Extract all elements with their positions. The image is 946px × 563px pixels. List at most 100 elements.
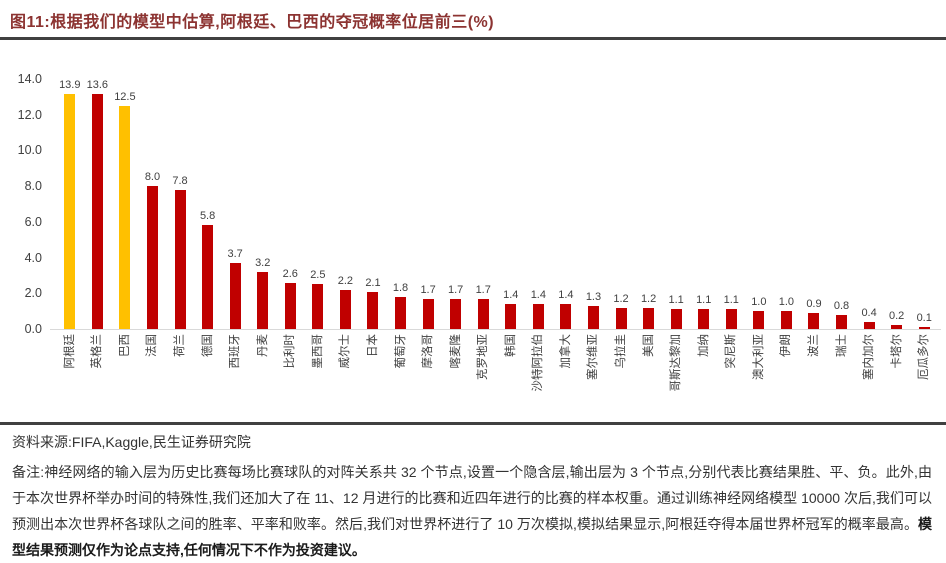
bar (312, 284, 324, 329)
x-axis-label-cell: 韩国 (497, 334, 525, 424)
bar-value-label: 13.6 (86, 79, 109, 91)
x-axis-label-cell: 加拿大 (552, 334, 580, 424)
x-axis-label-cell: 荷兰 (166, 334, 194, 424)
bar-column: 1.2 (635, 79, 663, 329)
x-axis-label-cell: 突尼斯 (718, 334, 746, 424)
bar-value-label: 2.6 (282, 267, 298, 280)
bar-value-label: 2.5 (310, 269, 326, 282)
bar-value-label: 1.1 (723, 294, 739, 307)
bar-column: 0.2 (883, 79, 911, 329)
bar (532, 304, 544, 329)
x-axis-team-label: 德国 (201, 334, 214, 357)
bar-value-label: 12.5 (114, 90, 136, 103)
x-axis-team-label: 澳大利亚 (752, 334, 765, 380)
bar (670, 309, 682, 329)
x-axis-team-label: 阿根廷 (63, 334, 76, 369)
x-axis-team-label: 葡萄牙 (394, 334, 407, 369)
bar-column: 1.7 (442, 79, 470, 329)
x-axis-team-label: 威尔士 (339, 334, 352, 369)
x-axis-label-cell: 日本 (359, 334, 387, 424)
x-axis-label-cell: 德国 (194, 334, 222, 424)
x-axis-label-cell: 厄瓜多尔 (910, 334, 938, 424)
bar-value-label: 1.1 (668, 294, 684, 307)
bar-column: 13.6 (84, 79, 112, 329)
x-axis-label-cell: 塞尔维亚 (580, 334, 608, 424)
bar-column: 13.9 (56, 79, 84, 329)
x-axis-label-cell: 塞内加尔 (855, 334, 883, 424)
x-axis-team-label: 法国 (146, 334, 159, 357)
x-axis-team-label: 沙特阿拉伯 (532, 334, 545, 392)
x-axis-label-cell: 墨西哥 (304, 334, 332, 424)
x-axis-label-cell: 比利时 (277, 334, 305, 424)
x-axis-team-label: 加纳 (697, 334, 710, 357)
x-axis-team-label: 英格兰 (91, 334, 104, 369)
bar-value-label: 1.1 (696, 294, 712, 307)
x-axis-team-label: 美国 (642, 334, 655, 357)
bar-value-label: 0.1 (916, 312, 932, 325)
bar-column: 1.1 (662, 79, 690, 329)
x-axis-team-label: 乌拉圭 (615, 334, 628, 369)
bar (284, 282, 296, 329)
bar (119, 105, 131, 329)
bar (615, 307, 627, 329)
bar-column: 2.2 (332, 79, 360, 329)
bar-column: 0.1 (910, 79, 938, 329)
note-normal-text: 备注:神经网络的输入层为历史比赛每场比赛球队的对阵关系共 32 个节点,设置一个… (12, 464, 932, 532)
bar (450, 298, 462, 329)
bar-column: 1.0 (745, 79, 773, 329)
x-axis-label-cell: 克罗地亚 (469, 334, 497, 424)
x-axis-team-label: 喀麦隆 (449, 334, 462, 369)
figure-title: 图11:根据我们的模型中估算,阿根廷、巴西的夺冠概率位居前三(%) (10, 14, 495, 31)
note-text: 备注:神经网络的输入层为历史比赛每场比赛球队的对阵关系共 32 个节点,设置一个… (12, 459, 932, 563)
x-axis-label-cell: 法国 (139, 334, 167, 424)
bar-column: 2.6 (277, 79, 305, 329)
bar (64, 94, 76, 329)
bar-column: 1.0 (773, 79, 801, 329)
bar (836, 314, 848, 329)
bar-value-label: 2.2 (337, 274, 354, 287)
x-axis-team-label: 克罗地亚 (477, 334, 490, 380)
bar-column: 1.1 (690, 79, 718, 329)
bar (229, 262, 241, 329)
bar (477, 298, 489, 329)
bar-value-label: 1.4 (530, 289, 546, 301)
bar-value-label: 0.4 (861, 306, 877, 319)
bar (587, 305, 599, 329)
x-axis-team-label: 厄瓜多尔 (918, 334, 931, 380)
source-text: 资料来源:FIFA,Kaggle,民生证券研究院 (12, 434, 251, 450)
x-axis-label-cell: 加纳 (690, 334, 718, 424)
x-axis-team-label: 巴西 (118, 334, 131, 357)
bar-column: 3.7 (221, 79, 249, 329)
bar (698, 309, 710, 329)
x-axis-team-label: 突尼斯 (725, 334, 738, 369)
x-axis-labels: 阿根廷 英格兰 巴西 法国 荷兰 德国 西班牙 丹麦 比利时 墨西哥 威尔士 日本 葡萄牙 摩洛哥 喀麦隆 克… (56, 334, 938, 424)
bar-column: 12.5 (111, 79, 139, 329)
bar-value-label: 1.3 (585, 290, 602, 303)
y-axis-tick-label: 4.0 (24, 250, 42, 265)
bar-value-label: 0.9 (806, 297, 822, 310)
x-axis-label-cell: 英格兰 (84, 334, 112, 424)
bar (202, 225, 214, 329)
y-axis-tick-label: 6.0 (24, 214, 42, 229)
bar (505, 304, 517, 329)
x-axis-label-cell: 西班牙 (221, 334, 249, 424)
x-axis-label-cell: 阿根廷 (56, 334, 84, 424)
bar-column: 0.8 (828, 79, 856, 329)
x-axis-team-label: 瑞士 (835, 334, 848, 357)
y-axis-tick-label: 10.0 (17, 143, 42, 158)
bar-column: 1.4 (525, 79, 553, 329)
x-axis-team-label: 丹麦 (256, 334, 269, 357)
x-axis-team-label: 摩洛哥 (422, 334, 435, 369)
bar-column: 1.7 (414, 79, 442, 329)
x-axis-label-cell: 澳大利亚 (745, 334, 773, 424)
bar-column: 8.0 (139, 79, 167, 329)
x-axis-label-cell: 丹麦 (249, 334, 277, 424)
x-axis-team-label: 日本 (366, 334, 379, 357)
x-axis-label-cell: 巴西 (111, 334, 139, 424)
x-axis-label-cell: 波兰 (800, 334, 828, 424)
bar-value-label: 0.8 (833, 299, 850, 312)
bar-column: 5.8 (194, 79, 222, 329)
bar-column: 1.7 (469, 79, 497, 329)
bar-column: 3.2 (249, 79, 277, 329)
bar-column: 2.5 (304, 79, 332, 329)
